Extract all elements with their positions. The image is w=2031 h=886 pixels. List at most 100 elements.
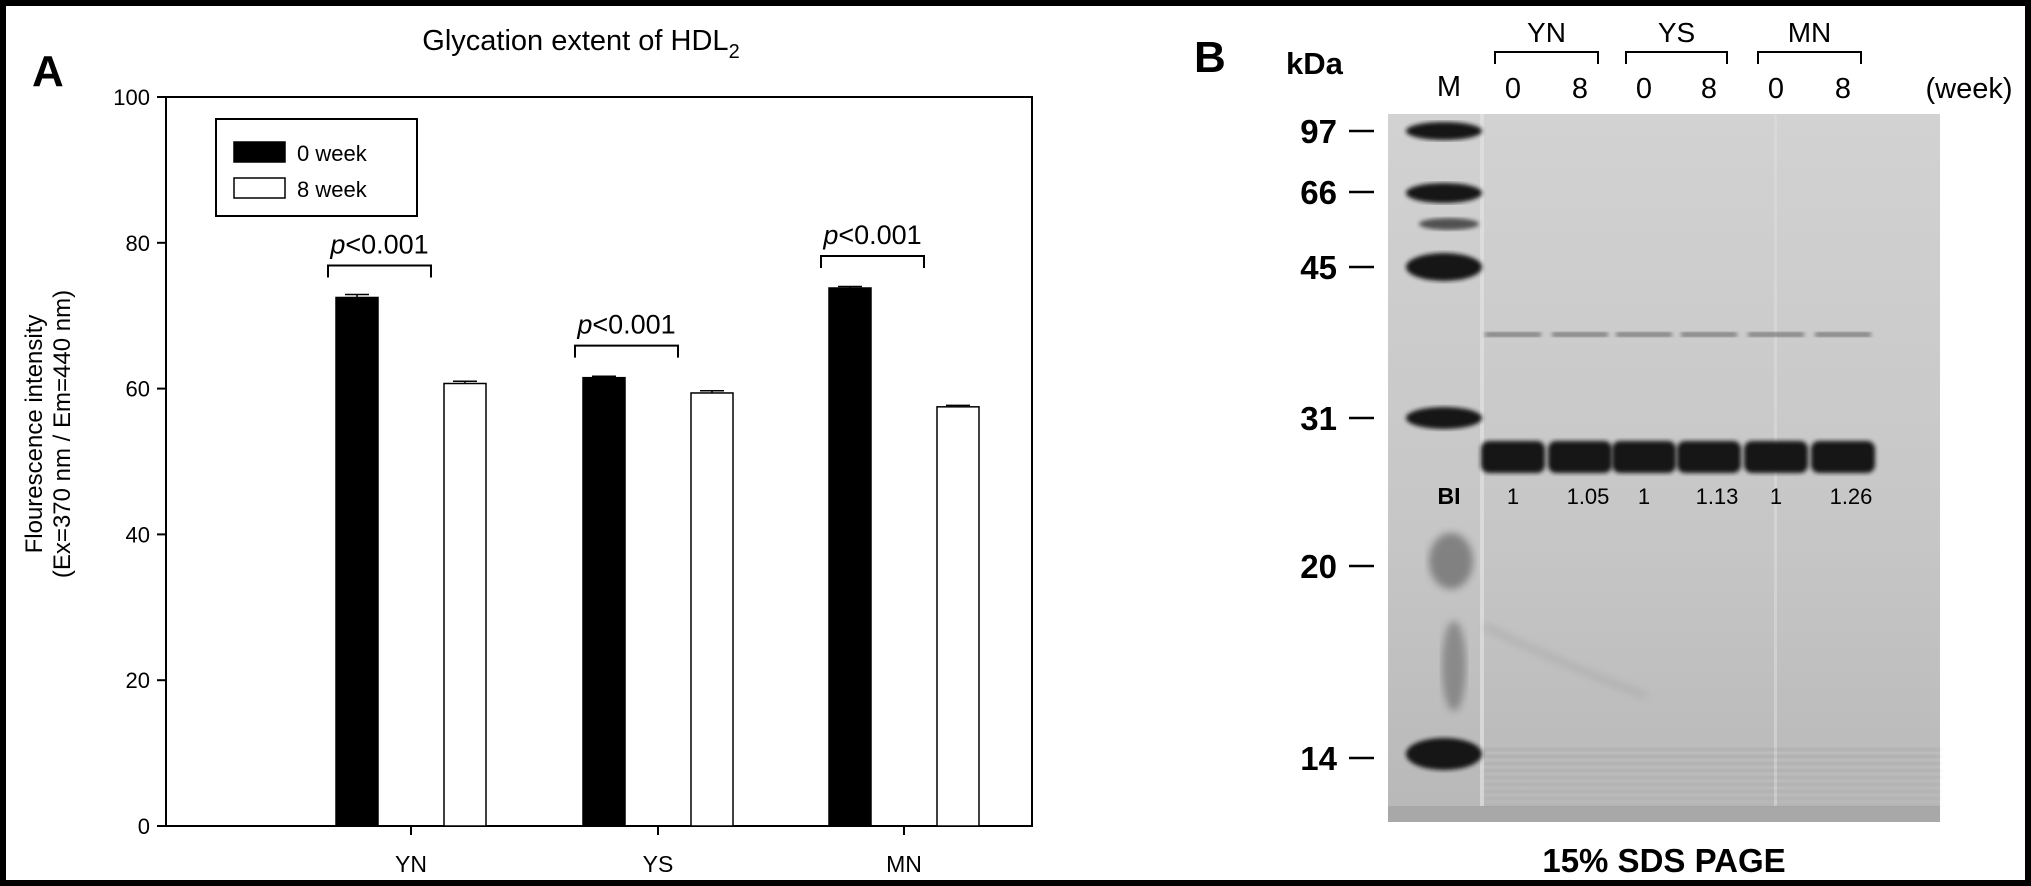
p-value-label: p<0.001 [822, 220, 921, 250]
legend-label-8-week: 8 week [297, 177, 368, 202]
p-value-label: p<0.001 [329, 229, 428, 259]
sample-main-band [1481, 441, 1545, 473]
figure-canvas: A Glycation extent of HDL2 Flourescence … [21, 17, 2013, 879]
y-axis-label-line2: (Ex=370 nm / Em=440 nm) [49, 290, 76, 578]
sample-faint-band [1485, 332, 1541, 337]
sample-faint-band [1616, 332, 1672, 337]
ladder-band [1406, 738, 1482, 770]
sample-faint-band [1748, 332, 1804, 337]
legend: 0 week 8 week [215, 118, 418, 217]
group-brackets: YN YS MN [1494, 17, 1862, 64]
gel [1388, 114, 1940, 822]
marker-lane-label: M [1437, 71, 1461, 103]
lane-label: 0 [1505, 73, 1521, 105]
sample-main-band [1744, 441, 1808, 473]
bar-8-week-MN [936, 406, 980, 827]
mw-marker-label: 66 [1300, 174, 1337, 211]
sample-main-band [1548, 441, 1612, 473]
chart-title-main: Glycation extent of HDL [422, 25, 728, 57]
ladder-band [1406, 253, 1482, 281]
band-intensity-value: 1.05 [1567, 484, 1610, 509]
bar-0-week-MN [828, 287, 872, 827]
legend-box [215, 118, 418, 217]
y-tick-label: 40 [126, 522, 150, 547]
p-value-label: p<0.001 [576, 310, 675, 340]
bar-8-week-YS [690, 392, 734, 827]
mw-marker-label: 97 [1300, 113, 1337, 150]
gel-bottom-edge [1388, 806, 1940, 822]
band-intensity-value: 1 [1638, 484, 1650, 509]
y-tick-label: 80 [126, 231, 150, 256]
legend-swatch-8-week [233, 177, 286, 199]
x-tick-label: MN [886, 851, 922, 877]
significance-bracket [820, 254, 925, 268]
mw-marker-label: 20 [1300, 548, 1337, 585]
p-threshold: <0.001 [345, 229, 428, 259]
chart-title-subscript: 2 [729, 41, 740, 63]
bar-8-week-YN [443, 382, 487, 827]
lane-label: 8 [1572, 73, 1588, 105]
ladder-band [1406, 122, 1482, 140]
significance-bracket [327, 264, 432, 278]
bar-0-week-YS [582, 376, 626, 827]
gel-caption: 15% SDS PAGE [1542, 842, 1785, 879]
y-axis-label-line1: Flourescence intensity [21, 315, 48, 554]
bars [335, 285, 980, 827]
mw-marker-label: 45 [1300, 249, 1337, 286]
ladder-band [1406, 183, 1482, 203]
sample-faint-band [1552, 332, 1608, 337]
p-symbol: p [576, 310, 592, 340]
chart-title: Glycation extent of HDL2 [422, 25, 739, 63]
mw-marker-label: 31 [1300, 400, 1337, 437]
ladder-band [1419, 218, 1479, 230]
lane-label: 8 [1835, 73, 1851, 105]
lane-labels: 0 8 0 8 0 8 [1505, 73, 1851, 105]
week-label: (week) [1925, 73, 2012, 105]
bi-label: BI [1438, 483, 1461, 509]
panel-b-letter: B [1194, 33, 1226, 82]
gel-lower-smear [1482, 623, 1940, 807]
lane-label: 0 [1768, 73, 1784, 105]
p-symbol: p [822, 220, 838, 250]
y-axis-ticks: 0 20 40 60 80 100 [113, 85, 166, 839]
band-intensity-values: 1 1.05 1 1.13 1 1.26 [1507, 484, 1873, 509]
p-threshold: <0.001 [592, 310, 675, 340]
panel-a-letter: A [32, 47, 64, 96]
marker-ladder-bands [1406, 122, 1482, 770]
ladder-band [1442, 621, 1466, 711]
group-bracket [1625, 51, 1728, 64]
band-intensity-value: 1 [1770, 484, 1782, 509]
kda-label: kDa [1286, 46, 1344, 81]
sample-main-band [1811, 441, 1875, 473]
x-tick-label: YN [395, 851, 427, 877]
p-threshold: <0.001 [838, 220, 921, 250]
group-bracket [1757, 51, 1862, 64]
legend-label-0-week: 0 week [297, 141, 368, 166]
group-label: YS [1658, 17, 1695, 48]
lane-label: 8 [1701, 73, 1717, 105]
p-symbol: p [329, 229, 345, 259]
band-intensity-value: 1.26 [1830, 484, 1873, 509]
mw-marker-label: 14 [1300, 740, 1337, 777]
sample-faint-band [1815, 332, 1871, 337]
ladder-band [1406, 407, 1482, 429]
y-tick-label: 100 [113, 85, 150, 110]
group-bracket [1494, 51, 1599, 64]
ladder-band [1429, 533, 1473, 589]
y-axis-label: Flourescence intensity (Ex=370 nm / Em=4… [21, 290, 76, 578]
sample-bands [1481, 332, 1875, 473]
group-label: YN [1527, 17, 1566, 48]
x-axis-categories: YN YS MN [395, 826, 922, 877]
y-tick-label: 0 [138, 814, 150, 839]
significance-bracket [574, 344, 679, 358]
sample-main-band [1612, 441, 1676, 473]
lane-label: 0 [1636, 73, 1652, 105]
bar-0-week-YN [335, 296, 379, 827]
band-intensity-value: 1.13 [1696, 484, 1739, 509]
band-intensity-value: 1 [1507, 484, 1519, 509]
y-tick-label: 60 [126, 377, 150, 402]
mw-markers: 97 66 45 31 20 14 [1300, 113, 1374, 777]
y-tick-label: 20 [126, 668, 150, 693]
